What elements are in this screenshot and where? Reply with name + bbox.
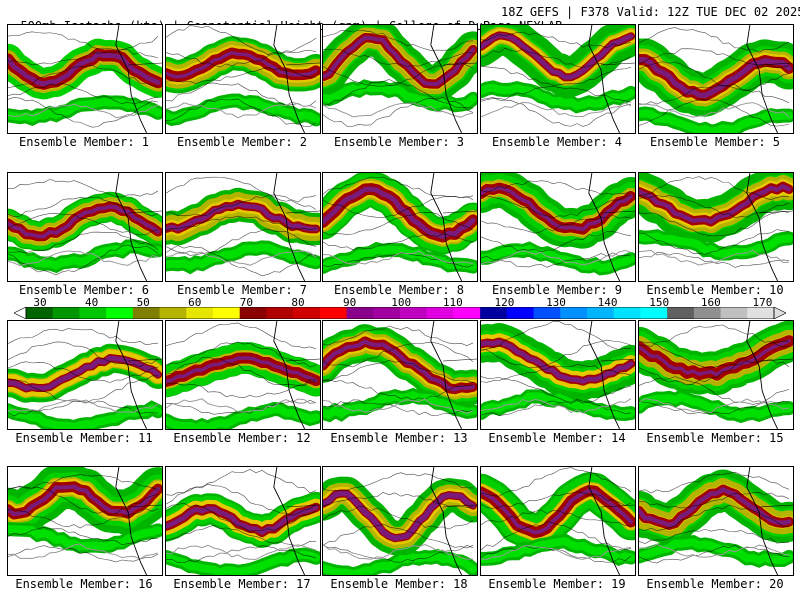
- ensemble-member-label: Ensemble Member: 14: [488, 431, 626, 445]
- ensemble-member-label: Ensemble Member: 1: [18, 135, 150, 149]
- colorbar-swatch: [560, 307, 588, 319]
- colorbar-tick-label: 160: [700, 296, 721, 309]
- ensemble-member-19-map: [480, 466, 636, 576]
- colorbar-tick-label: 80: [291, 296, 305, 309]
- colorbar-swatch: [159, 307, 187, 319]
- ensemble-member-16-map: [7, 466, 163, 576]
- ensemble-member-20-map: [638, 466, 794, 576]
- colorbar-min-arrow: [14, 307, 27, 319]
- ensemble-member-label: Ensemble Member: 7: [176, 283, 308, 297]
- colorbar-tick-label: 130: [546, 296, 566, 309]
- colorbar-swatch: [346, 307, 374, 319]
- colorbar-tick-label: 90: [342, 296, 357, 309]
- colorbar-swatch: [426, 307, 454, 319]
- ensemble-member-label: Ensemble Member: 11: [15, 431, 153, 445]
- colorbar-swatch: [533, 307, 561, 319]
- header-title-right: 18Z GEFS | F378 Valid: 12Z TUE DEC 02 20…: [501, 5, 800, 19]
- colorbar-swatch: [506, 307, 535, 319]
- ensemble-member-label: Ensemble Member: 12: [173, 431, 311, 445]
- ensemble-member-1-map: [7, 24, 163, 134]
- colorbar-swatch: [186, 307, 214, 319]
- colorbar-swatch: [132, 307, 161, 319]
- ensemble-member-label: Ensemble Member: 8: [333, 283, 465, 297]
- ensemble-member-17-map: [165, 466, 321, 576]
- colorbar-tick-label: 140: [597, 296, 618, 309]
- ensemble-member-label: Ensemble Member: 9: [491, 283, 623, 297]
- ensemble-member-6-map: [7, 172, 163, 282]
- colorbar-tick-label: 100: [391, 296, 412, 309]
- colorbar-swatch: [239, 307, 267, 319]
- ensemble-member-18-map: [322, 466, 478, 576]
- colorbar-swatch: [400, 307, 428, 319]
- ensemble-member-label: Ensemble Member: 19: [488, 577, 626, 591]
- colorbar-swatch: [266, 307, 294, 319]
- ensemble-member-label: Ensemble Member: 3: [333, 135, 465, 149]
- colorbar-swatch: [720, 307, 748, 319]
- ensemble-member-11-map: [7, 320, 163, 430]
- ensemble-member-15-map: [638, 320, 794, 430]
- colorbar-swatch: [52, 307, 80, 319]
- ensemble-member-13-map: [322, 320, 478, 430]
- colorbar-swatch: [747, 307, 775, 319]
- colorbar-swatch: [79, 307, 107, 319]
- colorbar-swatch: [319, 307, 348, 319]
- colorbar-swatch: [640, 307, 668, 319]
- ensemble-member-label: Ensemble Member: 17: [173, 577, 311, 591]
- colorbar-tick-label: 40: [84, 296, 99, 309]
- ensemble-member-10-map: [638, 172, 794, 282]
- ensemble-member-5-map: [638, 24, 794, 134]
- colorbar-tick-label: 50: [136, 296, 150, 309]
- ensemble-member-label: Ensemble Member: 15: [646, 431, 784, 445]
- colorbar-tick-label: 60: [188, 296, 202, 309]
- ensemble-member-label: Ensemble Member: 5: [649, 135, 781, 149]
- ensemble-member-9-map: [480, 172, 636, 282]
- colorbar-swatch: [373, 307, 401, 319]
- colorbar-tick-label: 70: [239, 296, 254, 309]
- ensemble-member-14-map: [480, 320, 636, 430]
- ensemble-member-2-map: [165, 24, 321, 134]
- ensemble-member-label: Ensemble Member: 4: [491, 135, 623, 149]
- colorbar-swatch: [453, 307, 481, 319]
- ensemble-member-label: Ensemble Member: 10: [646, 283, 784, 297]
- ensemble-member-label: Ensemble Member: 20: [646, 577, 784, 591]
- ensemble-member-label: Ensemble Member: 16: [15, 577, 153, 591]
- colorbar-tick-label: 30: [33, 296, 47, 309]
- ensemble-member-3-map: [322, 24, 478, 134]
- ensemble-member-7-map: [165, 172, 321, 282]
- colorbar-tick-label: 150: [649, 296, 670, 309]
- colorbar-swatch: [613, 307, 641, 319]
- colorbar-swatch: [213, 307, 241, 319]
- wind-speed-colorbar: [14, 307, 786, 319]
- colorbar-swatch: [693, 307, 722, 319]
- colorbar-swatch: [26, 307, 54, 319]
- colorbar-tick-label: 170: [752, 296, 773, 309]
- colorbar-tick-label: 110: [442, 296, 463, 309]
- ensemble-member-8-map: [322, 172, 478, 282]
- colorbar-swatch: [106, 307, 134, 319]
- colorbar-tick-label: 120: [494, 296, 515, 309]
- ensemble-member-label: Ensemble Member: 6: [18, 283, 150, 297]
- colorbar-swatch: [587, 307, 615, 319]
- ensemble-member-label: Ensemble Member: 2: [176, 135, 308, 149]
- colorbar-max-arrow: [773, 307, 786, 319]
- ensemble-member-4-map: [480, 24, 636, 134]
- ensemble-member-label: Ensemble Member: 18: [330, 577, 468, 591]
- colorbar-swatch: [293, 307, 321, 319]
- colorbar-swatch: [480, 307, 508, 319]
- ensemble-member-12-map: [165, 320, 321, 430]
- colorbar-swatch: [667, 307, 695, 319]
- ensemble-member-label: Ensemble Member: 13: [330, 431, 468, 445]
